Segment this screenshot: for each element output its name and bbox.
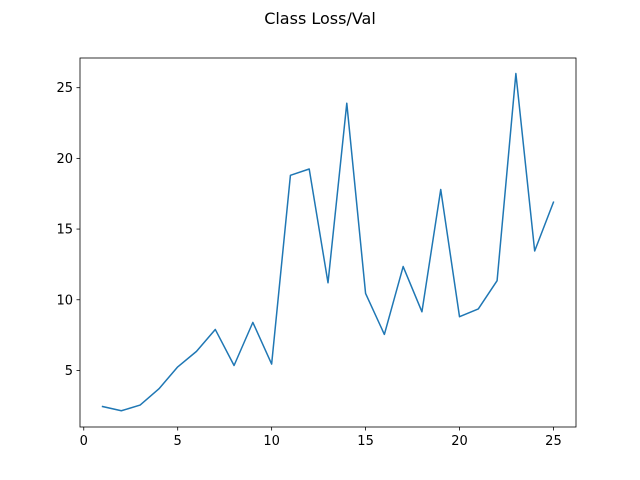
axes-frame (79, 57, 577, 428)
y-tick-label: 20 (56, 152, 73, 167)
y-tick-label: 10 (56, 293, 73, 308)
x-tick-label: 5 (174, 434, 182, 449)
y-tick-label: 15 (56, 223, 73, 238)
x-tick-label: 15 (357, 434, 374, 449)
x-tick-label: 0 (80, 434, 88, 449)
plot-area: 0 5 10 15 20 25 5 10 15 20 25 (56, 57, 577, 449)
x-tick-label: 20 (451, 434, 468, 449)
series-line (101, 72, 555, 412)
chart-title: Class Loss/Val (264, 9, 376, 28)
x-tick-label: 25 (545, 434, 562, 449)
y-tick-label: 5 (65, 364, 73, 379)
x-tick-label: 10 (263, 434, 280, 449)
y-tick-label: 25 (56, 81, 73, 96)
